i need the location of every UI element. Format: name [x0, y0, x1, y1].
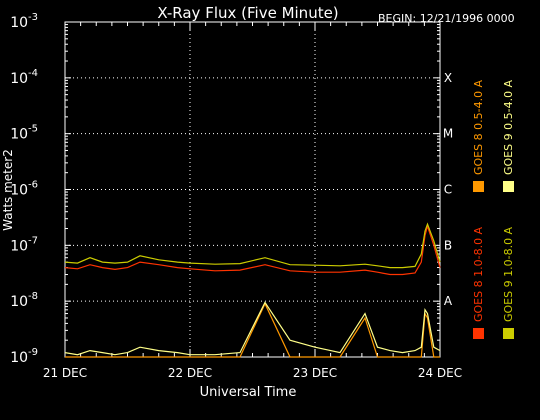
legend-label: GOES 8 1.0-8.0 A [472, 226, 485, 322]
y-tick-label: 10-4 [10, 68, 38, 87]
x-tick-label: 24 DEC [418, 366, 462, 380]
x-tick-label: 21 DEC [43, 366, 87, 380]
begin-label: BEGIN: 12/21/1996 0000 [378, 12, 515, 25]
series-line [65, 302, 440, 358]
flare-class-label: M [443, 127, 453, 141]
legend-label: GOES 8 0.5-4.0 A [472, 79, 485, 175]
legend-swatch [473, 181, 484, 192]
y-tick-label: 10-5 [10, 124, 38, 143]
flare-class-label: C [444, 183, 452, 197]
legend-swatch [503, 328, 514, 339]
series-line [64, 222, 441, 269]
legend-label: GOES 9 1.0-8.0 A [502, 226, 515, 322]
x-tick-label: 22 DEC [168, 366, 212, 380]
chart-title: X-Ray Flux (Five Minute) [157, 4, 338, 22]
grid [65, 22, 440, 357]
legend-swatch [503, 181, 514, 192]
legend: GOES 8 1.0-8.0 A GOES 8 0.5-4.0 A GOES 9 1… [472, 79, 515, 339]
legend-swatch [473, 328, 484, 339]
x-tick-label: 23 DEC [293, 366, 337, 380]
flare-class-label: B [444, 238, 452, 252]
y-axis-ticks: 10-9 10-8 10-7 10-6 10-5 10-4 10-3 [10, 12, 440, 366]
y-tick-label: 10-7 [10, 235, 38, 254]
x-axis-ticks: 21 DEC 22 DEC 23 DEC 24 DEC [43, 22, 462, 380]
y-tick-label: 10-8 [10, 291, 38, 310]
y-tick-label: 10-3 [10, 12, 38, 31]
y-axis-label: Watts meter2 [1, 149, 15, 231]
y-tick-label: 10-6 [10, 180, 38, 199]
series-line [64, 224, 441, 276]
x-axis-label: Universal Time [200, 385, 297, 400]
flare-class-labels: A B C M X [443, 71, 453, 308]
y-tick-label: 10-9 [10, 347, 38, 366]
flare-class-label: X [444, 71, 452, 85]
series-lines [64, 222, 441, 358]
series-line [64, 301, 441, 356]
legend-label: GOES 9 0.5-4.0 A [502, 79, 515, 175]
flare-class-label: A [444, 294, 453, 308]
